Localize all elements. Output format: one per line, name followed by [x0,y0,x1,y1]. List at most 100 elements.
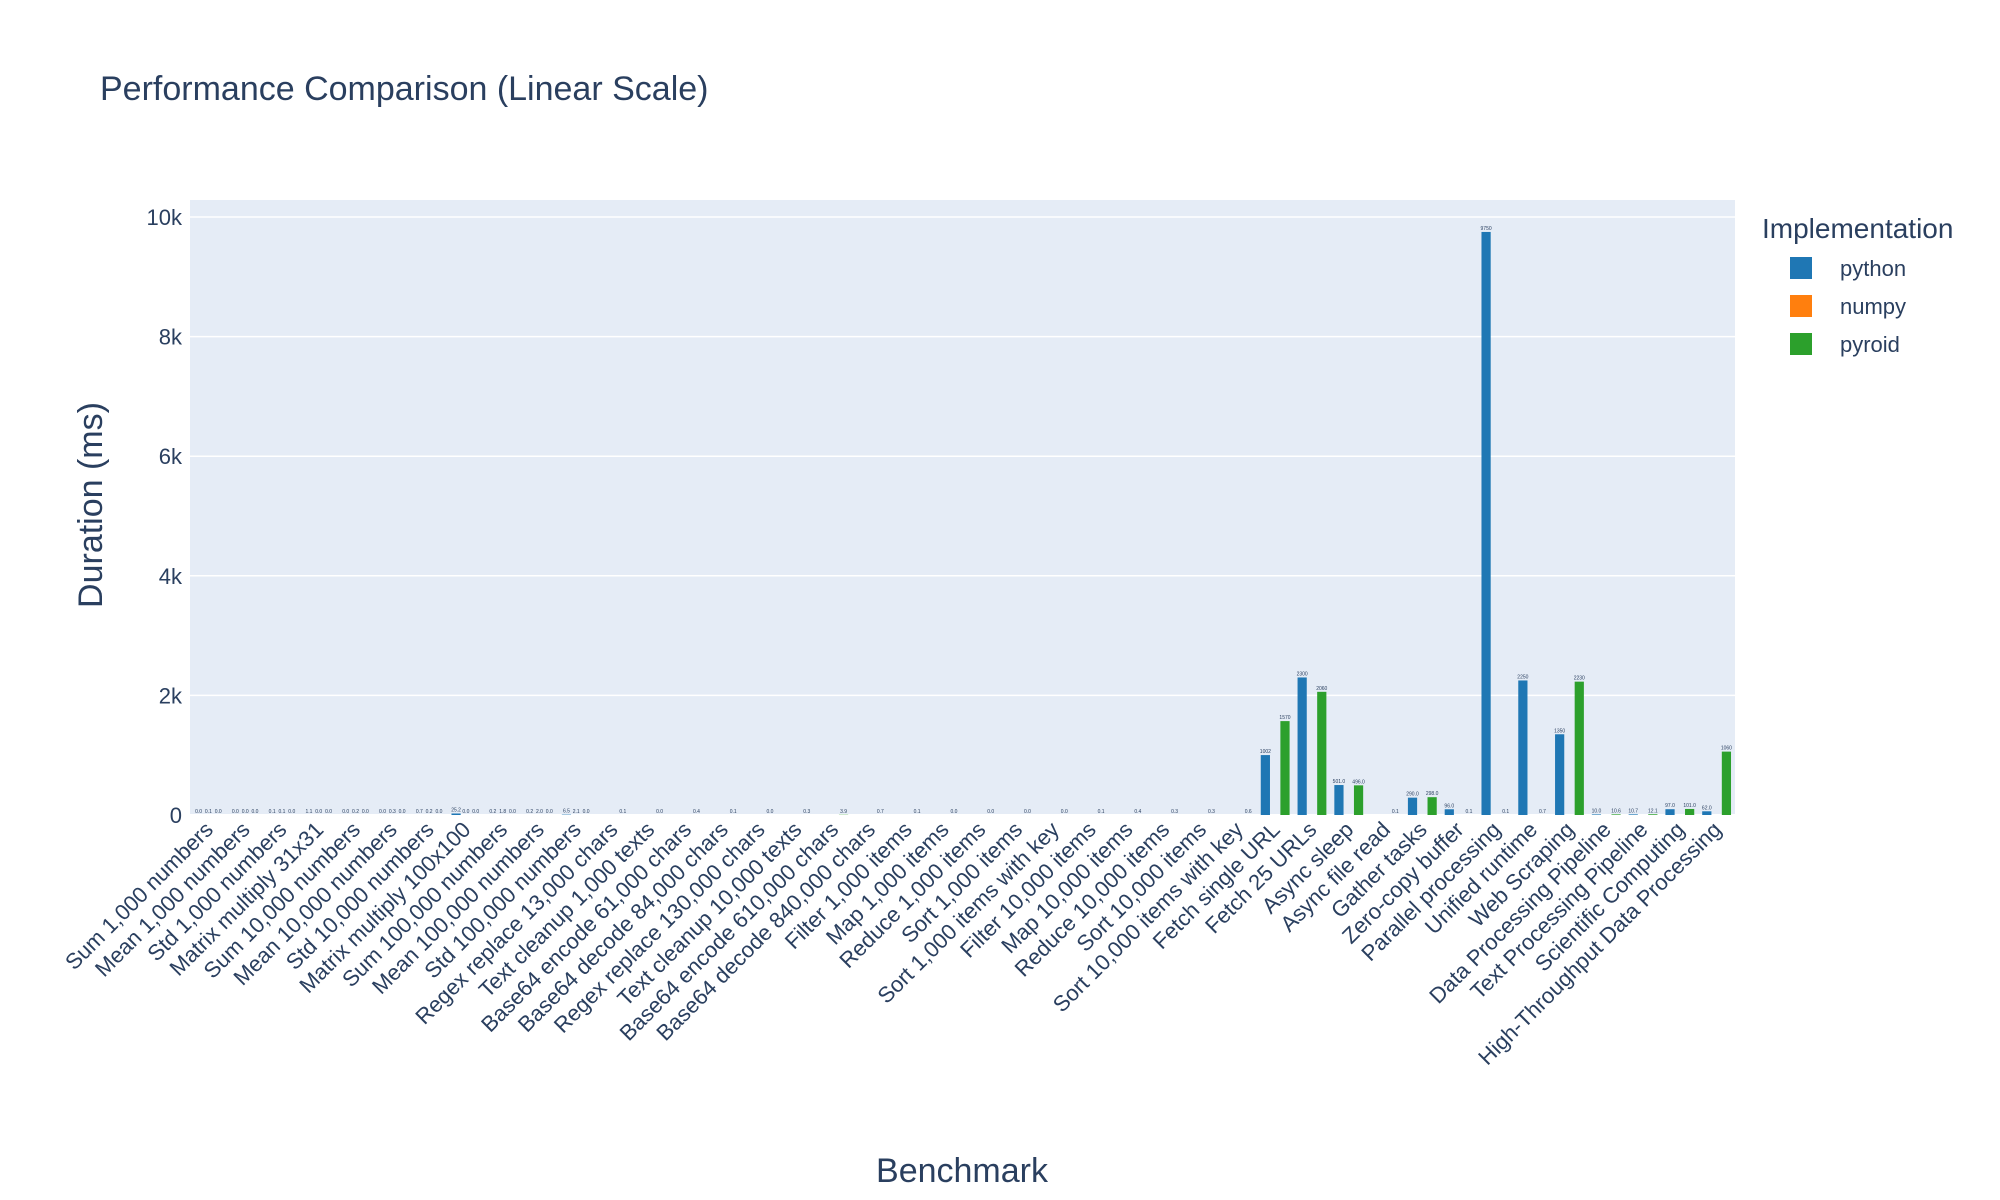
bar-value-label: 0.7 [877,809,884,815]
bar-pyroid [1611,814,1621,815]
bar-value-label: 0.0 [288,809,295,815]
bar-value-label: 0.0 [546,809,553,815]
bar-value-label: 0.0 [1061,809,1068,815]
bar-pyroid [1574,681,1584,815]
bar-value-label: 9750 [1481,226,1492,232]
bar-python [1334,785,1344,815]
bar-value-label: 0.1 [1465,809,1472,815]
y-axis-title: Duration (ms) [72,402,110,608]
bar-value-label: 0.2 [352,809,359,815]
bar-pyroid [1721,751,1732,815]
bar-value-label: 496.0 [1352,779,1365,785]
bar-python [1407,797,1418,815]
bar-value-label: 1350 [1554,728,1565,734]
bar-value-label: 0.0 [399,809,406,815]
legend-item-numpy[interactable]: numpy [1840,294,1906,319]
legend-item-pyroid[interactable]: pyroid [1840,332,1900,357]
bar-value-label: 2.0 [536,809,543,815]
bar-value-label: 0.0 [987,809,994,815]
bar-value-label: 0.2 [489,809,496,815]
bar-value-label: 0.1 [278,809,285,815]
bar-value-label: 290.0 [1406,792,1419,798]
bar-value-label: 1002 [1260,749,1271,755]
chart-title: Performance Comparison (Linear Scale) [100,70,708,108]
bar-value-label: 1.1 [305,809,312,815]
bar-value-label: 0.3 [1208,809,1215,815]
bar-python [1702,811,1712,815]
bar-pyroid [1317,691,1327,815]
y-tick-label: 6k [159,444,183,469]
bar-value-label: 62.0 [1702,805,1712,811]
bar-pyroid [1353,785,1364,815]
bar-value-label: 1570 [1279,715,1290,721]
legend: Implementation python numpy pyroid [1762,213,1953,357]
y-tick-label: 4k [159,564,183,589]
bar-value-label: 2230 [1574,676,1585,682]
bar-python [1518,680,1528,815]
bar-value-label: 0.4 [693,809,700,815]
bar-value-label: 25.2 [451,807,461,813]
bar-value-label: 2300 [1297,671,1308,677]
bar-value-label: 0.0 [950,809,957,815]
bar-value-label: 0.0 [583,809,590,815]
bar-value-label: 0.0 [462,809,469,815]
bar-value-label: 0.6 [1245,809,1252,815]
bar-value-label: 1.8 [499,809,506,815]
bar-value-label: 12.1 [1648,808,1658,814]
bar-value-label: 0.4 [1134,809,1141,815]
bar-value-label: 0.2 [526,809,533,815]
bar-python [1628,814,1638,815]
bar-value-label: 96.0 [1444,803,1454,809]
y-tick-label: 2k [159,683,183,708]
bar-value-label: 1060 [1721,746,1732,752]
bar-python [1555,734,1565,815]
bar-value-label: 0.0 [342,809,349,815]
bar-value-label: 0.2 [426,809,433,815]
bar-python [1665,809,1675,815]
bar-value-label: 0.0 [215,809,222,815]
bar-value-label: 501.0 [1333,779,1346,785]
legend-item-python[interactable]: python [1840,256,1906,281]
bar-value-label: 0.3 [389,809,396,815]
bar-value-label: 10.7 [1628,808,1638,814]
bar-value-label: 0.0 [362,809,369,815]
bar-value-label: 97.0 [1665,803,1675,809]
bar-value-label: 3.9 [840,809,847,815]
y-gridlines [190,216,1735,816]
bar-value-label: 0.1 [619,809,626,815]
bar-value-label: 0.1 [730,809,737,815]
legend-swatch-python[interactable] [1790,257,1812,279]
bar-python [1297,677,1307,815]
bar-value-label: 0.3 [803,809,810,815]
bar-python [451,813,461,815]
bar-value-labels: 0.0 0.0 0.1 1.1 0.0 0.0 0.7 25.2 0.2 0.2 6.5100223… [195,226,1732,815]
legend-swatch-pyroid[interactable] [1790,333,1812,355]
bar-value-label: 0.0 [656,809,663,815]
legend-swatch-numpy[interactable] [1790,295,1812,317]
bar-value-label: 0.0 [232,809,239,815]
bar-value-label: 0.0 [435,809,442,815]
plot-background [190,200,1735,815]
bar-value-label: 0.0 [767,809,774,815]
bar-value-label: 0.7 [416,809,423,815]
bars [451,231,1732,815]
bar-value-label: 0.0 [242,809,249,815]
bar-value-label: 0.1 [269,809,276,815]
bar-python [1481,231,1491,815]
bar-value-label: 2.1 [573,809,580,815]
bar-value-label: 2250 [1517,674,1528,680]
bar-python [1591,814,1602,815]
bar-value-label: 0.0 [509,809,516,815]
bar-value-label: 0.1 [1502,809,1509,815]
bar-pyroid [1648,814,1658,815]
bar-value-label: 0.0 [195,809,202,815]
bar-value-label: 0.7 [1539,809,1546,815]
bar-value-label: 298.0 [1426,791,1439,797]
bar-value-label: 2060 [1316,686,1327,692]
bar-value-label: 0.3 [1171,809,1178,815]
bar-python [1260,755,1270,815]
y-tick-label: 8k [159,325,183,350]
bar-value-label: 0.1 [1098,809,1105,815]
